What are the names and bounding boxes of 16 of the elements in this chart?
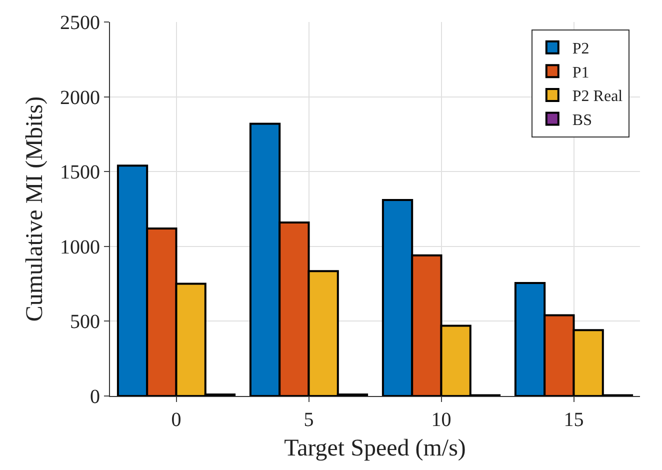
y-tick-label: 1000 [60,236,100,258]
y-axis-title: Cumulative MI (Mbits) [22,96,48,322]
legend-label: BS [572,112,592,130]
y-tick-label: 500 [70,311,100,334]
x-tick-label: 15 [564,409,584,431]
y-tick-label: 0 [90,386,100,408]
legend-label: P1 [572,64,590,82]
legend-label: P2 Real [572,88,624,106]
x-axis-title: Target Speed (m/s) [284,435,466,462]
x-tick-label: 5 [304,409,314,431]
x-tick-label: 10 [431,409,452,431]
legend-label: P2 [572,40,590,58]
y-tick-label: 2000 [60,86,100,109]
y-tick-label: 2500 [60,12,100,34]
y-tick-label: 1500 [60,162,100,184]
x-tick-label: 0 [171,409,182,431]
